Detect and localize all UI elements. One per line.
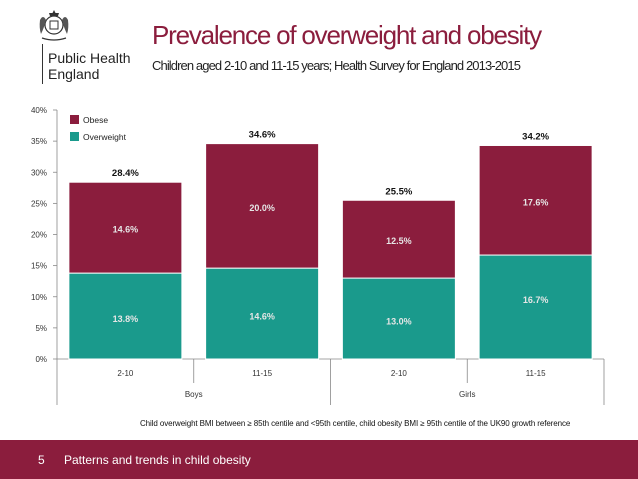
phe-logo: Public Health England: [36, 8, 136, 88]
logo-text-line1: Public Health: [48, 50, 131, 66]
stacked-bar-chart: 0% 5% 10% 15% 20% 25% 30% 35% 40% 13.8% 14.6% 28.4%…: [31, 106, 605, 405]
data-label-overweight: 13.8%: [113, 314, 139, 324]
bar-overweight: [68, 272, 183, 360]
y-tick-label: 15%: [31, 262, 47, 271]
logo-text-line2: England: [48, 66, 100, 82]
logo-divider: [42, 44, 43, 84]
data-label-obese: 12.5%: [386, 236, 412, 246]
y-tick-label: 10%: [31, 293, 47, 302]
data-label-total: 34.6%: [249, 130, 276, 141]
legend-label-obese: Obese: [83, 115, 108, 125]
legend-swatch-obese: [70, 115, 79, 124]
y-tick-label: 20%: [31, 231, 47, 240]
y-tick-label: 30%: [31, 168, 47, 177]
data-label-obese: 20.0%: [249, 203, 275, 213]
bar-overweight: [341, 277, 456, 360]
bar-overweight: [478, 254, 593, 360]
data-label-total: 34.2%: [522, 131, 549, 142]
x-tick-label: 2-10: [117, 369, 134, 378]
data-label-obese: 14.6%: [113, 225, 139, 235]
page-title: Prevalence of overweight and obesity: [152, 20, 542, 50]
legend-label-overweight: Overweight: [83, 132, 127, 142]
x-group-label: Girls: [459, 390, 475, 399]
y-tick-label: 5%: [35, 324, 47, 333]
x-group-label: Boys: [185, 390, 203, 399]
x-tick-label: 2-10: [391, 369, 408, 378]
page-subtitle: Children aged 2-10 and 11-15 years; Heal…: [152, 58, 521, 73]
footer-text: Patterns and trends in child obesity: [64, 453, 251, 467]
bar-obese: [341, 199, 456, 279]
bar-obese: [205, 143, 320, 269]
data-label-overweight: 14.6%: [249, 312, 275, 322]
y-tick-label: 0%: [35, 355, 47, 364]
data-label-overweight: 13.0%: [386, 317, 412, 327]
data-label-obese: 17.6%: [523, 197, 549, 207]
y-tick-label: 25%: [31, 199, 47, 208]
bar-obese: [478, 144, 593, 256]
legend-swatch-overweight: [70, 132, 79, 141]
bar-overweight: [205, 267, 320, 360]
royal-crest-icon: [39, 10, 69, 41]
x-tick-label: 11-15: [252, 369, 272, 378]
footnote-text: Child overweight BMI between ≥ 85th cent…: [140, 419, 571, 428]
footer-bar: 5 Patterns and trends in child obesity: [0, 440, 638, 479]
footnote: Child overweight BMI between ≥ 85th cent…: [140, 419, 570, 428]
data-label-total: 25.5%: [385, 186, 412, 197]
y-tick-label: 40%: [31, 106, 47, 115]
data-label-total: 28.4%: [112, 168, 139, 179]
x-tick-label: 11-15: [526, 369, 546, 378]
data-label-overweight: 16.7%: [523, 295, 549, 305]
page-number: 5: [38, 453, 45, 467]
bar-obese: [68, 181, 183, 274]
y-tick-label: 35%: [31, 137, 47, 146]
